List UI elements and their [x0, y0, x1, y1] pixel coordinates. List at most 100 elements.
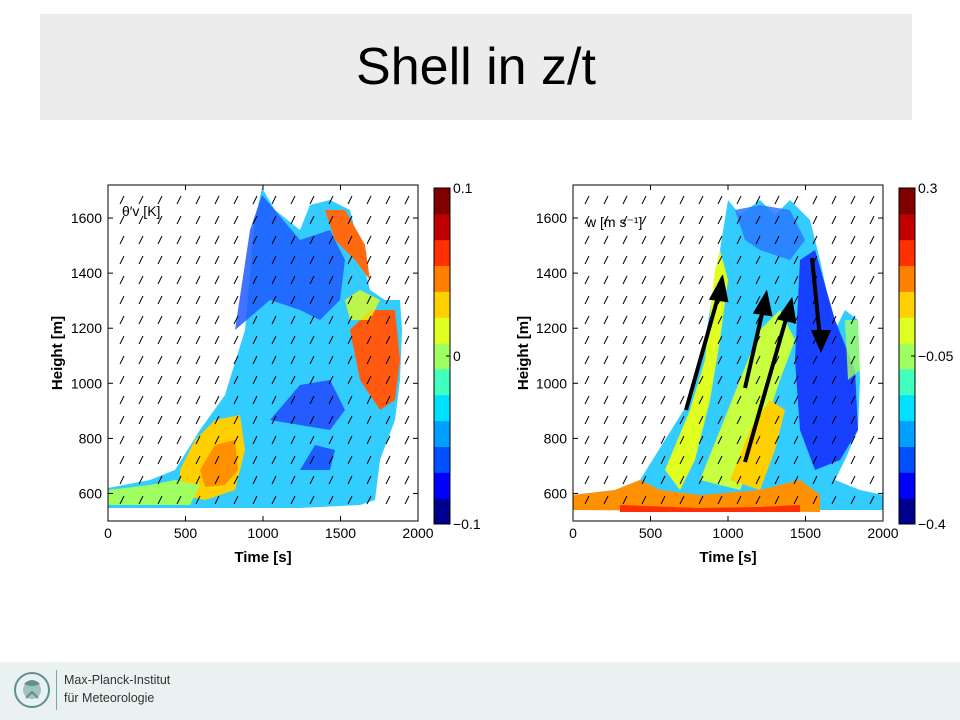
right-wind-vector [736, 375, 742, 385]
right-wind-vector [603, 255, 609, 265]
right-wind-vector [736, 455, 742, 465]
right-wind-vector [793, 355, 799, 365]
right-wind-vector [774, 375, 780, 385]
right-wind-vector [717, 335, 723, 345]
left-wind-vector [233, 415, 239, 425]
right-wind-vector [812, 455, 818, 465]
left-ytick-label: 1400 [71, 265, 102, 281]
left-wind-vector [404, 315, 410, 325]
right-wind-vector [869, 195, 875, 205]
right-wind-vector [850, 315, 856, 325]
left-wind-vector [347, 275, 353, 285]
right-wind-vector [641, 195, 647, 205]
left-colorbar-segment [434, 239, 450, 267]
right-wind-vector [603, 475, 609, 485]
right-wind-vector [641, 475, 647, 485]
left-wind-vector [290, 395, 296, 405]
right-wind-vector [850, 275, 856, 285]
left-wind-vector [195, 295, 201, 305]
left-blue-low [300, 445, 335, 470]
left-wind-vector [309, 415, 315, 425]
left-wind-vector [328, 215, 334, 225]
right-ytick-label: 1600 [536, 210, 567, 226]
left-wind-vector [176, 475, 182, 485]
right-wind-vector [736, 195, 742, 205]
left-wind-vector [119, 275, 125, 285]
left-wind-vector [309, 255, 315, 265]
right-wind-vector [736, 295, 742, 305]
left-wind-vector [233, 195, 239, 205]
right-wind-vector [698, 435, 704, 445]
right-wind-vector [698, 315, 704, 325]
left-wind-vector [290, 215, 296, 225]
left-wind-vector [176, 355, 182, 365]
left-wind-vector [214, 435, 220, 445]
right-wind-vector [812, 475, 818, 485]
left-wind-vector [252, 495, 258, 505]
right-wind-vector [641, 255, 647, 265]
left-wind-vector [195, 415, 201, 425]
right-wind-vector [850, 415, 856, 425]
left-wind-vector [252, 475, 258, 485]
left-wind-vector [290, 415, 296, 425]
right-wind-vector [774, 395, 780, 405]
left-wind-vector [328, 315, 334, 325]
right-wind-vector [736, 415, 742, 425]
left-wind-vector [157, 475, 163, 485]
left-wind-vector [195, 315, 201, 325]
left-xtick-label: 500 [174, 525, 198, 541]
right-wind-vector [641, 335, 647, 345]
left-wind-vector [404, 215, 410, 225]
left-wind-vector [347, 495, 353, 505]
left-wind-vector [290, 295, 296, 305]
right-wind-vector [774, 435, 780, 445]
left-wind-vector [347, 455, 353, 465]
left-ytick-label: 1000 [71, 375, 102, 391]
left-wind-vector [290, 375, 296, 385]
left-blue-mid [270, 380, 345, 430]
right-wind-vector [641, 415, 647, 425]
right-wind-vector [698, 335, 704, 345]
left-wind-vector [233, 495, 239, 505]
left-wind-vector [385, 415, 391, 425]
right-wind-vector [793, 295, 799, 305]
right-wind-vector [831, 275, 837, 285]
left-wind-vector [385, 315, 391, 325]
right-colorbar-segment [899, 420, 915, 447]
right-wind-vector [793, 235, 799, 245]
left-wind-vector [176, 195, 182, 205]
left-wind-vector [119, 475, 125, 485]
left-wind-vector [290, 255, 296, 265]
left-wind-vector [385, 495, 391, 505]
right-wind-vector [755, 215, 761, 225]
left-wind-vector [404, 195, 410, 205]
left-wind-vector [157, 215, 163, 225]
right-wind-vector [812, 415, 818, 425]
right-colorbar-label: 0.3 [918, 180, 938, 196]
left-wind-vector [214, 375, 220, 385]
left-wind-vector [252, 415, 258, 425]
left-xtick-label: 2000 [402, 525, 433, 541]
left-wind-vector [233, 375, 239, 385]
right-colorbar-label: −0.4 [918, 516, 946, 532]
right-wind-vector [698, 275, 704, 285]
left-wind-vector [385, 355, 391, 365]
left-wind-vector [157, 415, 163, 425]
institute-name: Max-Planck-Institut für Meteorologie [64, 671, 170, 707]
left-wind-vector [404, 235, 410, 245]
left-wind-vector [309, 355, 315, 365]
left-ylabel: Height [m] [49, 316, 66, 390]
left-ytick-label: 600 [79, 485, 103, 501]
left-wind-vector [214, 235, 220, 245]
left-wind-vector [252, 255, 258, 265]
left-wind-vector [347, 435, 353, 445]
left-wind-vector [176, 375, 182, 385]
right-orange-base [573, 480, 820, 512]
right-wind-vector [736, 335, 742, 345]
right-wind-vector [603, 215, 609, 225]
left-colorbar-segment [434, 420, 450, 447]
left-wind-vector [366, 395, 372, 405]
left-wind-vector [252, 315, 258, 325]
left-wind-vector [214, 415, 220, 425]
left-wind-vector [385, 275, 391, 285]
